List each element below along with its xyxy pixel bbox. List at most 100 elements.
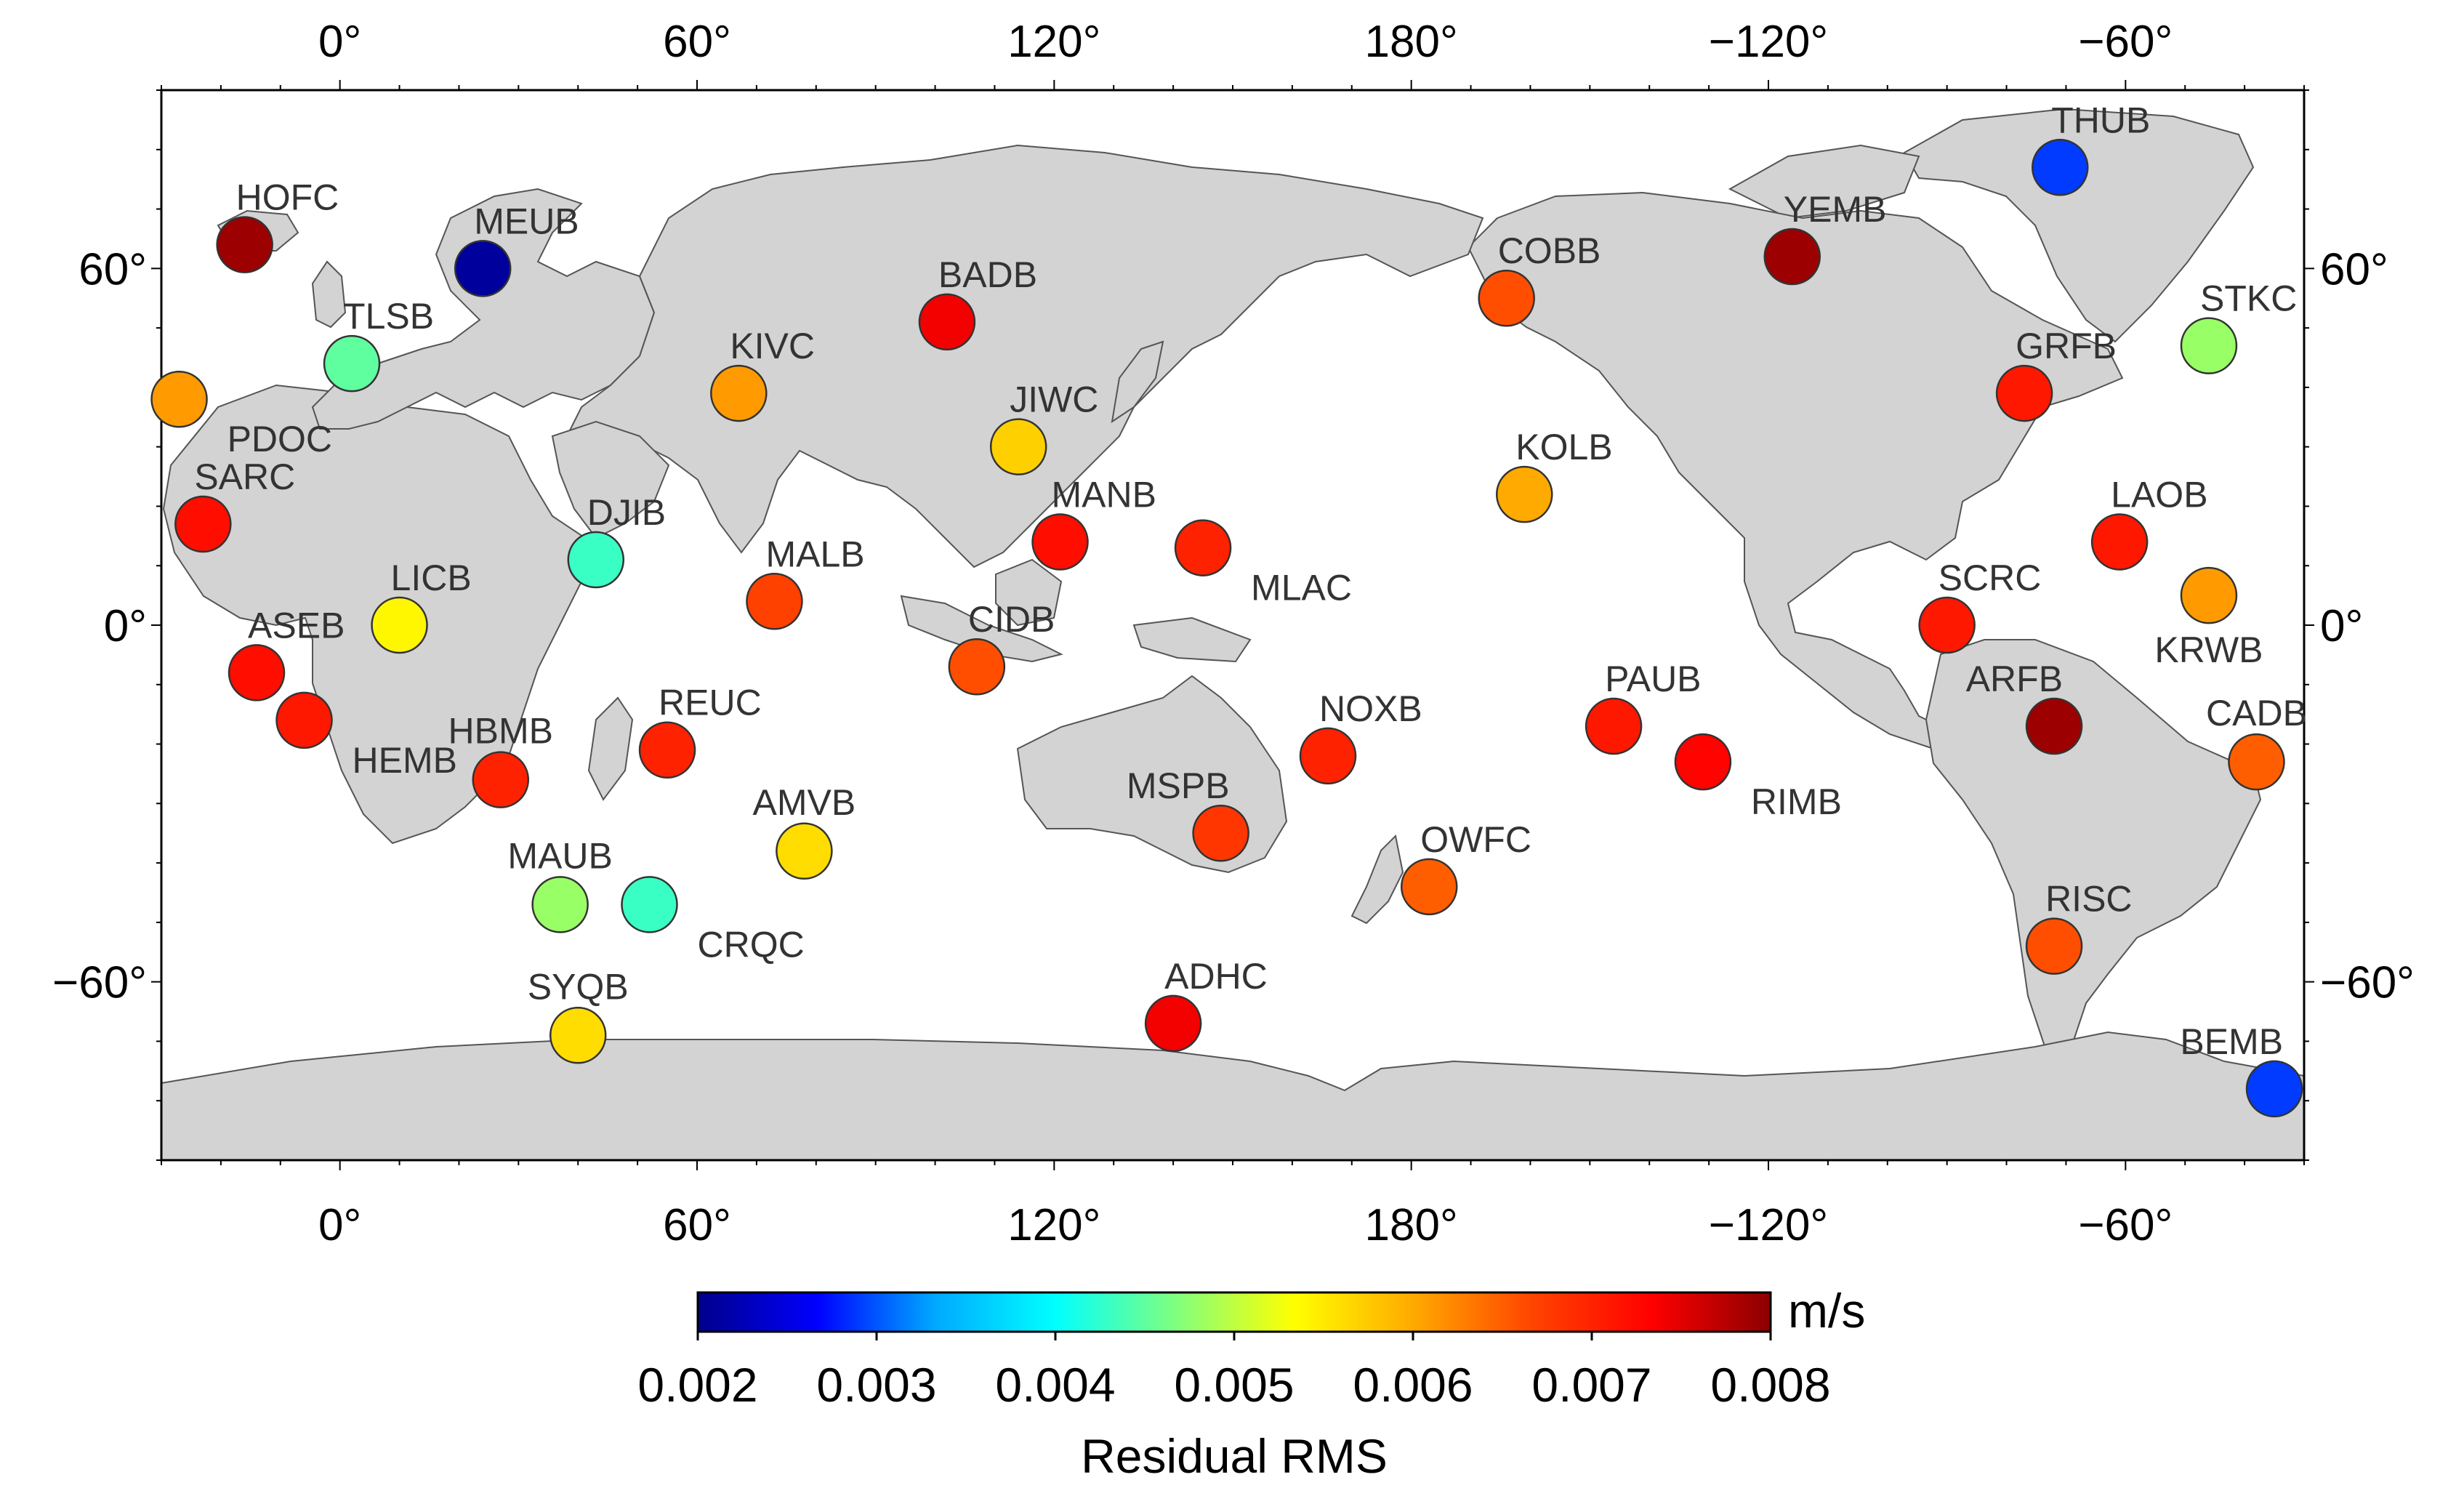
station-label: CIDB	[968, 599, 1055, 640]
station-marker	[1192, 804, 1249, 862]
station-marker	[275, 691, 333, 749]
station-label: REUC	[659, 683, 762, 723]
station-meub: MEUB	[454, 201, 579, 297]
station-label: BADB	[938, 254, 1037, 295]
colorbar: 0.002 0.003 0.004 0.005 0.006 0.007 0.00…	[637, 1284, 1865, 1483]
station-label: THUB	[2051, 100, 2150, 140]
station-marker	[1763, 228, 1821, 286]
station-krwb: KRWB	[2154, 566, 2263, 670]
station-marker	[2025, 697, 2083, 755]
top-lon-tick-label: −120°	[1709, 17, 1828, 67]
station-label: PAUB	[1605, 659, 1701, 699]
station-label: YEMB	[1784, 189, 1887, 230]
station-marker	[216, 216, 273, 273]
bottom-lon-tick-label: −60°	[2078, 1200, 2173, 1250]
station-cobb: COBB	[1478, 230, 1601, 327]
station-kolb: KOLB	[1496, 427, 1613, 523]
station-arfb: ARFB	[1966, 659, 2083, 755]
station-label: ASEB	[248, 605, 345, 646]
station-marker	[746, 573, 803, 630]
station-sarc: SARC	[174, 457, 295, 553]
station-label: MALB	[765, 534, 864, 574]
left-lat-tick-label: −60°	[52, 958, 147, 1008]
station-label: HOFC	[236, 177, 339, 218]
colorbar-tick-label: 0.006	[1353, 1358, 1473, 1412]
station-marker	[1585, 697, 1643, 755]
bottom-lon-tick-labels: 0° 60° 120° 180° −120° −60°	[318, 1200, 2173, 1250]
station-marker	[549, 1007, 607, 1064]
station-hbmb: HBMB	[448, 711, 553, 808]
station-amvb: AMVB	[753, 782, 856, 880]
station-marker	[1496, 465, 1553, 523]
station-marker	[2090, 513, 2149, 571]
station-label: HBMB	[448, 711, 553, 752]
right-lat-tick-label: −60°	[2320, 958, 2415, 1008]
frame-ticks	[151, 80, 2314, 1170]
bottom-lon-tick-label: 0°	[318, 1200, 361, 1250]
station-licb: LICB	[371, 558, 472, 654]
land-borneo	[995, 558, 1063, 627]
station-noxb: NOXB	[1299, 688, 1422, 785]
station-label: SARC	[194, 457, 295, 497]
station-marker	[472, 751, 530, 808]
station-mspb: MSPB	[1127, 765, 1249, 862]
station-djib: DJIB	[567, 492, 666, 589]
station-marker	[1031, 513, 1089, 571]
station-marker	[567, 531, 625, 589]
top-lon-tick-labels: 0° 60° 120° 180° −120° −60°	[318, 17, 2173, 67]
top-lon-tick-label: 120°	[1007, 17, 1100, 67]
colorbar-tick-label: 0.007	[1531, 1358, 1651, 1412]
station-label: LAOB	[2111, 475, 2207, 515]
colorbar-title: Residual RMS	[1081, 1429, 1388, 1483]
station-marker	[1144, 994, 1202, 1053]
station-label: SYQB	[528, 966, 629, 1007]
station-pdoc: PDOC	[150, 370, 332, 459]
colorbar-tick-label: 0.008	[1710, 1358, 1830, 1412]
station-label: RISC	[2045, 879, 2132, 920]
station-manb: MANB	[1031, 475, 1156, 571]
station-marker	[2180, 566, 2238, 624]
station-marker	[918, 293, 976, 351]
land-arabia	[551, 420, 670, 539]
station-marker	[948, 638, 1006, 696]
station-badb: BADB	[918, 254, 1037, 351]
station-marker	[323, 334, 381, 393]
land-north-america	[1467, 191, 2124, 750]
station-label: ARFB	[1966, 659, 2063, 699]
station-marker	[621, 876, 678, 933]
station-marker	[1174, 519, 1232, 576]
station-yemb: YEMB	[1763, 189, 1887, 286]
station-crqc: CRQC	[621, 876, 805, 965]
station-aseb: ASEB	[228, 605, 345, 701]
station-thub: THUB	[2032, 100, 2150, 196]
station-marker	[1478, 269, 1535, 327]
station-label: AMVB	[753, 782, 856, 823]
station-label: CADB	[2206, 693, 2307, 733]
station-marker	[710, 364, 768, 422]
station-marker	[2180, 317, 2238, 374]
colorbar-tick-label: 0.002	[637, 1358, 757, 1412]
station-marker	[1674, 733, 1732, 791]
left-lat-tick-label: 0°	[104, 601, 147, 651]
station-label: TLSB	[343, 296, 434, 337]
station-label: KIVC	[730, 326, 815, 366]
station-marker	[2245, 1060, 2303, 1118]
station-jiwc: JIWC	[989, 379, 1098, 475]
bottom-lon-tick-label: −120°	[1709, 1200, 1828, 1250]
station-marker	[531, 876, 589, 933]
station-label: SCRC	[1938, 558, 2042, 598]
land-new-zealand	[1350, 834, 1404, 925]
station-label: ADHC	[1164, 956, 1268, 997]
bottom-lon-tick-label: 60°	[663, 1200, 731, 1250]
station-tlsb: TLSB	[323, 296, 434, 393]
station-label: MEUB	[474, 201, 579, 241]
station-laob: LAOB	[2090, 475, 2208, 571]
station-bemb: BEMB	[2180, 1021, 2303, 1118]
station-cadb: CADB	[2206, 693, 2307, 791]
station-reuc: REUC	[638, 683, 762, 779]
station-hemb: HEMB	[275, 691, 457, 781]
station-label: LICB	[391, 558, 472, 598]
land-britain	[311, 260, 347, 329]
left-lat-tick-label: 60°	[78, 244, 147, 294]
